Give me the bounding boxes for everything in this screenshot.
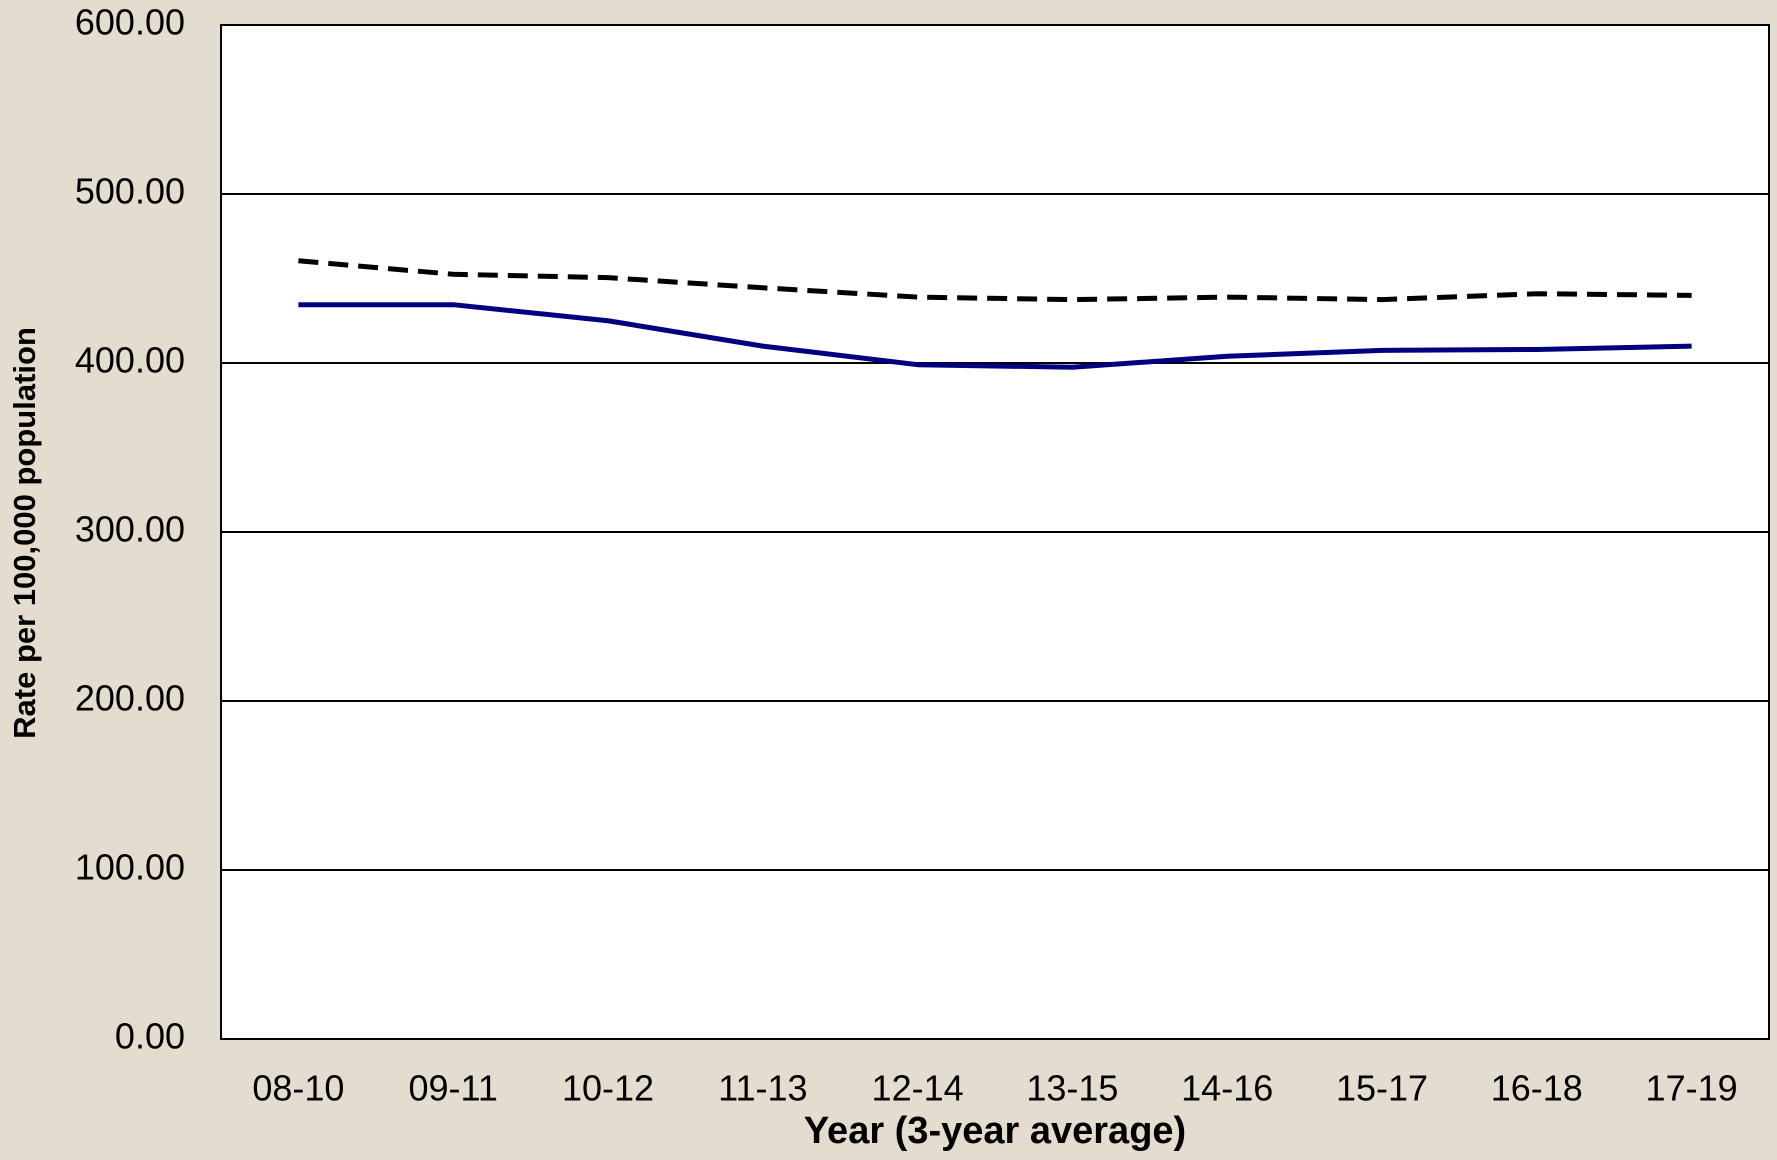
plot-border <box>220 24 1770 1040</box>
x-tick-label: 11-13 <box>718 1068 807 1109</box>
y-tick-label: 300.00 <box>75 509 185 550</box>
x-tick-label: 09-11 <box>408 1068 497 1109</box>
y-tick-label: 0.00 <box>115 1016 185 1057</box>
x-tick-label: 15-17 <box>1336 1068 1428 1109</box>
series-line <box>298 258 1692 303</box>
x-tick-label: 12-14 <box>872 1068 964 1109</box>
x-tick-label: 16-18 <box>1491 1068 1583 1109</box>
x-tick-label: 10-12 <box>562 1068 654 1109</box>
x-tick-label: 13-15 <box>1026 1068 1118 1109</box>
y-tick-label: 400.00 <box>75 340 185 381</box>
series-line <box>298 302 1692 370</box>
y-axis-title: Rate per 100,000 population <box>7 327 42 739</box>
x-tick-label: 08-10 <box>252 1068 344 1109</box>
x-tick-label: 17-19 <box>1646 1068 1738 1109</box>
y-tick-label: 600.00 <box>75 2 185 43</box>
y-tick-label: 200.00 <box>75 678 185 719</box>
y-tick-label: 500.00 <box>75 171 185 212</box>
x-tick-label: 14-16 <box>1181 1068 1273 1109</box>
x-axis-title: Year (3-year average) <box>804 1110 1186 1152</box>
y-tick-label: 100.00 <box>75 847 185 888</box>
